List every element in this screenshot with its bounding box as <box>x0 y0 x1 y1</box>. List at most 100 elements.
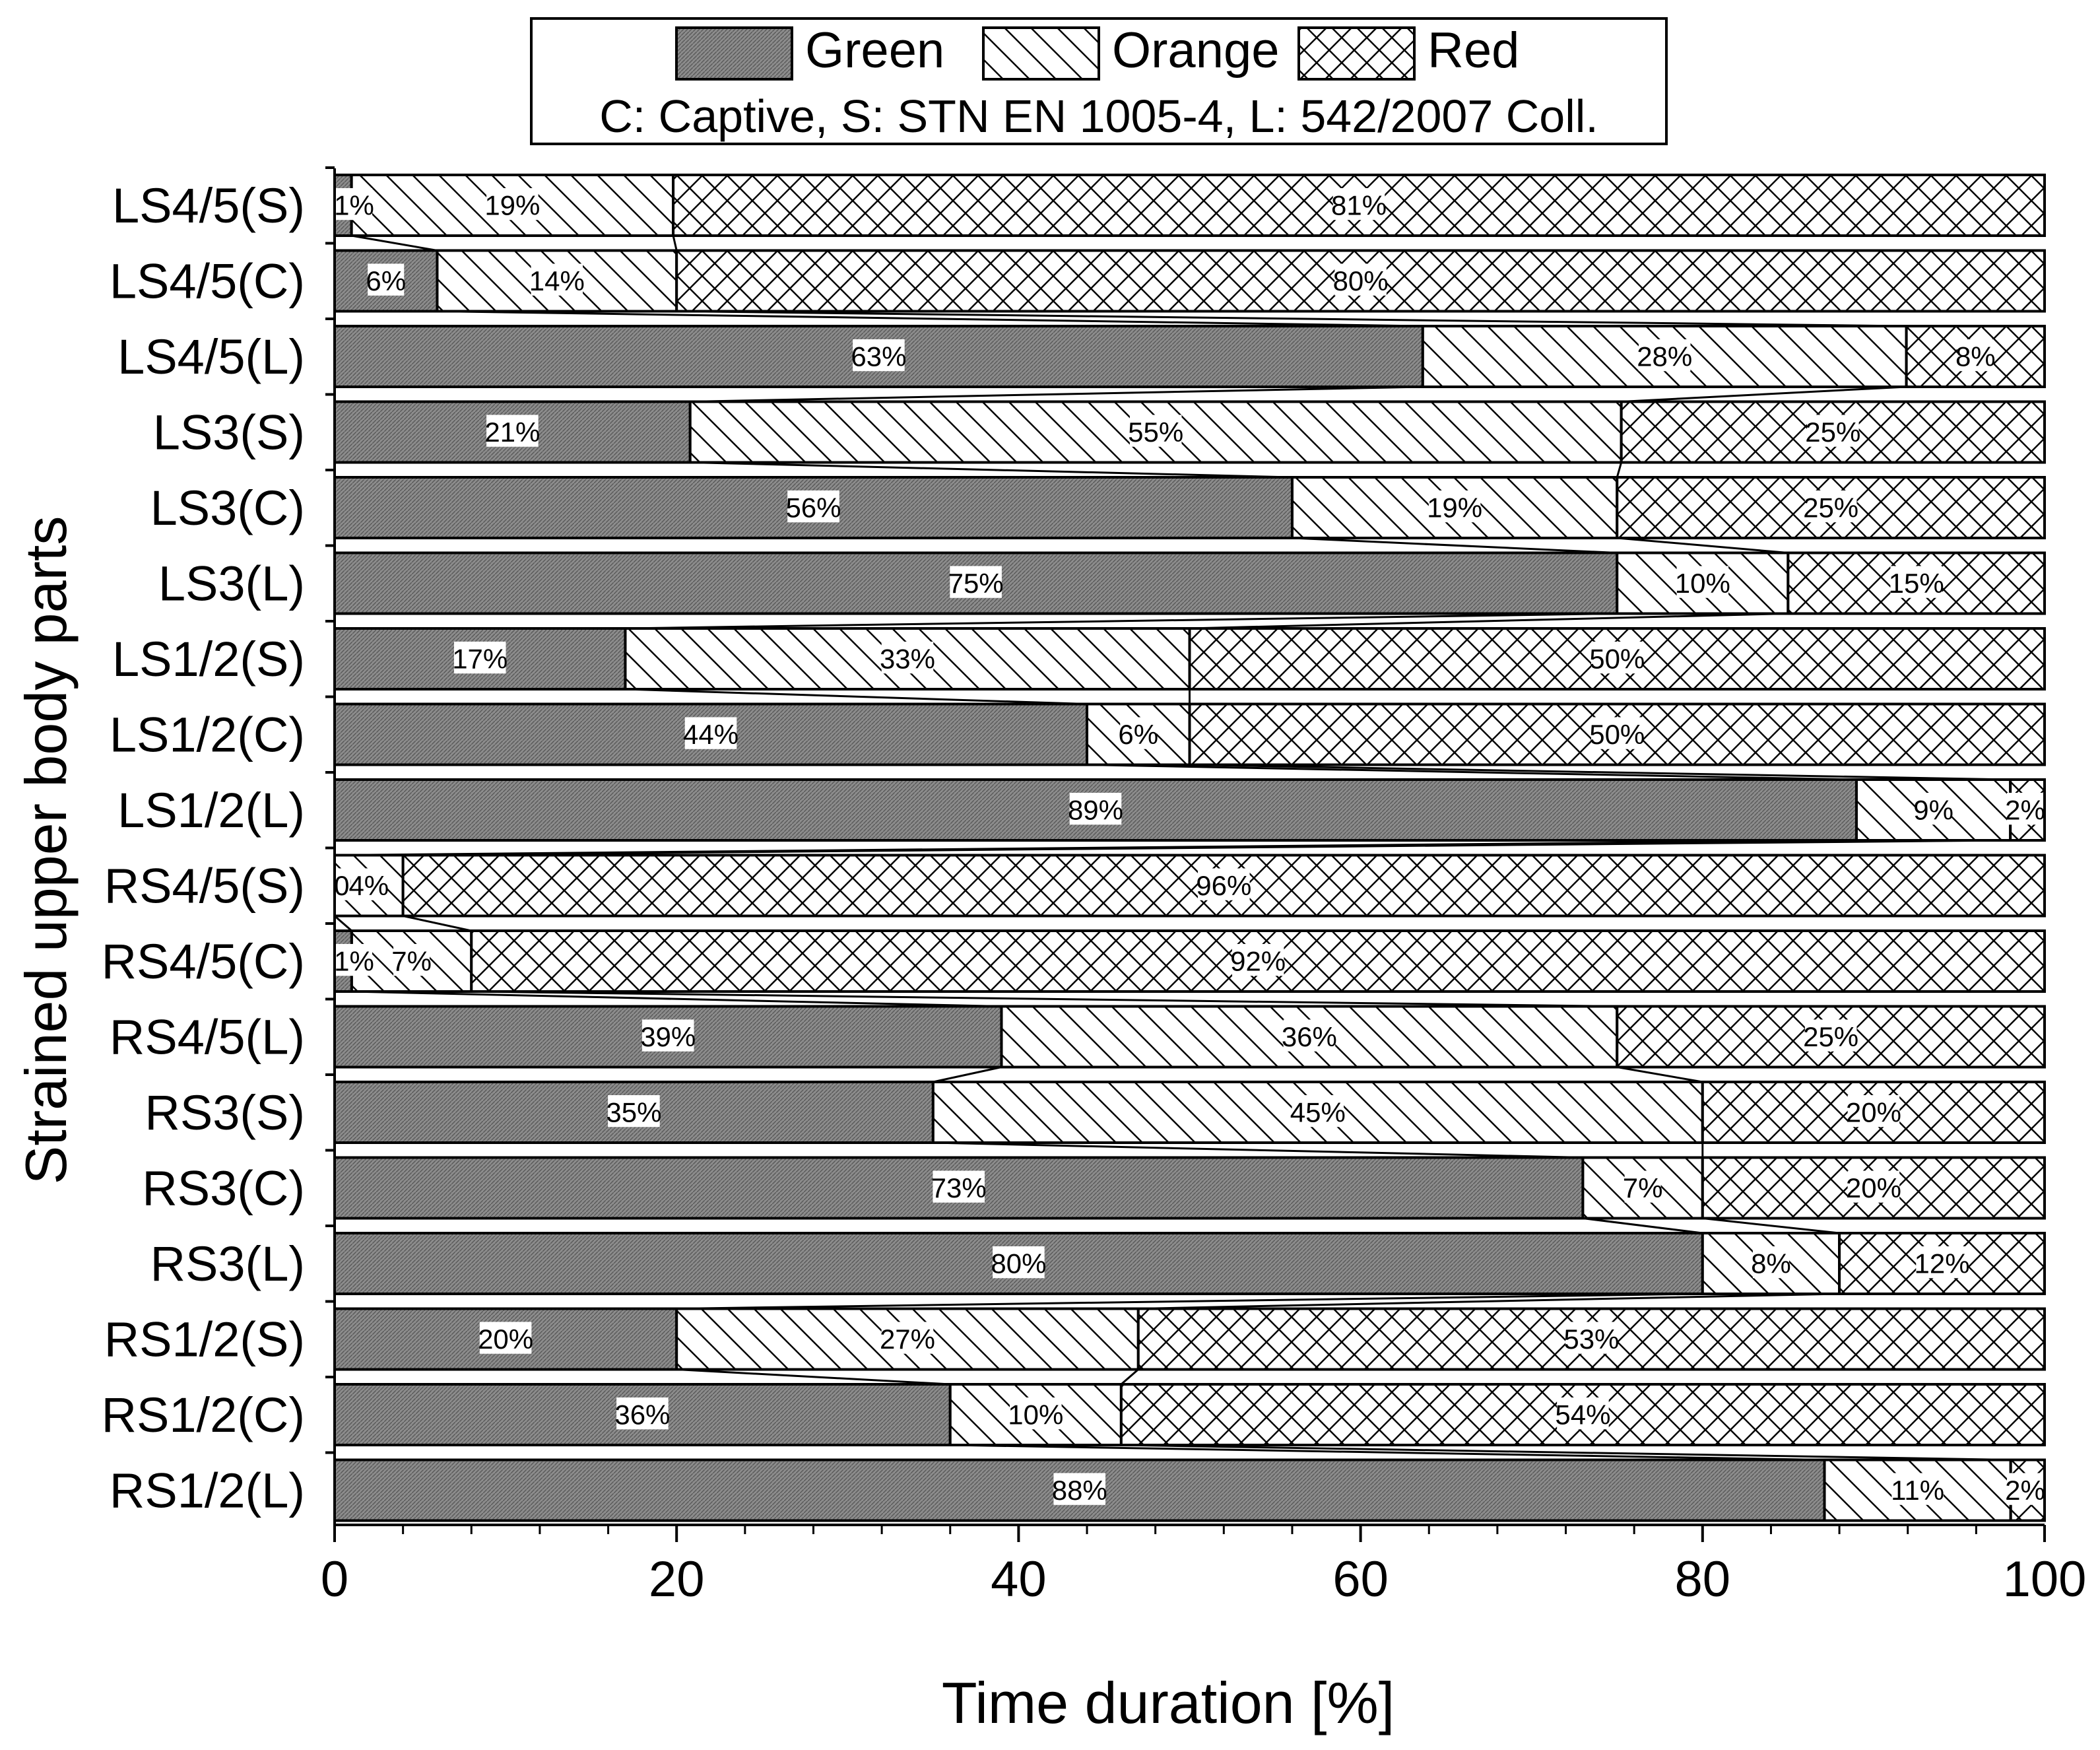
data-label-red-RS3(L): 12% <box>1915 1248 1970 1279</box>
connector-line-3-1 <box>690 461 1292 479</box>
data-label-bg-orange-RS3(L) <box>1752 1246 1789 1279</box>
data-label-bg-orange-RS3(S) <box>1292 1094 1344 1127</box>
data-label-red-LS1/2(C): 50% <box>1589 719 1645 750</box>
data-label-bg-red-RS3(C) <box>1847 1170 1900 1203</box>
connector-line-7-2 <box>1189 764 2011 781</box>
legend-label-red: Red <box>1427 22 1519 79</box>
data-label-bg-green-LS3(S) <box>486 415 539 447</box>
x-tick-label-60: 60 <box>1332 1551 1389 1607</box>
y-tick-label-LS4/5(S): LS4/5(S) <box>112 178 305 233</box>
connector-line-4-2 <box>1617 537 1788 554</box>
data-label-red-RS4/5(C): 92% <box>1230 946 1286 977</box>
data-label-green-LS4/5(S): 1% <box>334 190 374 221</box>
connector-line-6-1 <box>625 688 1088 705</box>
data-label-red-RS4/5(S): 96% <box>1196 870 1251 901</box>
data-label-red-LS1/2(L): 2% <box>2005 795 2045 826</box>
legend-note: C: Captive, S: STN EN 1005-4, L: 542/200… <box>599 90 1598 142</box>
legend-swatch-orange <box>982 26 1100 81</box>
connector-line-15-2 <box>1120 1368 1139 1386</box>
data-label-bg-orange-RS1/2(S) <box>881 1322 934 1354</box>
data-label-bg-orange-LS4/5(S) <box>486 187 539 220</box>
data-label-green-RS3(S): 35% <box>606 1097 661 1128</box>
data-label-orange-RS3(C): 7% <box>1623 1172 1663 1203</box>
y-axis-title: Strained upper body parts <box>13 516 79 1185</box>
x-tick-label-40: 40 <box>991 1551 1047 1607</box>
data-label-bg-red-LS4/5(C) <box>1334 263 1387 296</box>
data-label-green-LS4/5(L): 63% <box>851 341 906 372</box>
data-label-bg-red-LS1/2(S) <box>1591 641 1643 674</box>
data-label-bg-red-LS4/5(L) <box>1957 339 1994 372</box>
connector-line-16-1 <box>950 1444 1825 1461</box>
y-tick-label-LS1/2(L): LS1/2(L) <box>117 783 305 838</box>
bar-red-LS1/2(C) <box>1188 702 2046 766</box>
x-axis-title: Time duration [%] <box>942 1670 1395 1735</box>
connector-line-11-1 <box>933 1066 1002 1083</box>
y-tick-label-LS4/5(C): LS4/5(C) <box>110 254 305 309</box>
y-tick-label-RS1/2(C): RS1/2(C) <box>102 1388 305 1442</box>
connector-line-9-1 <box>334 915 352 932</box>
y-tick-label-RS3(C): RS3(C) <box>142 1161 305 1216</box>
data-label-bg-green-LS3(L) <box>950 566 1002 598</box>
data-label-red-LS3(C): 25% <box>1803 492 1858 523</box>
x-tick-label-80: 80 <box>1675 1551 1731 1607</box>
x-tick-label-20: 20 <box>649 1551 705 1607</box>
data-label-red-RS1/2(S): 53% <box>1563 1324 1619 1355</box>
data-label-bg-orange-LS4/5(C) <box>531 263 583 296</box>
data-label-bg-red-RS4/5(C) <box>1231 943 1284 976</box>
data-label-bg-green-RS4/5(L) <box>641 1019 694 1052</box>
connector-line-15-1 <box>676 1368 950 1386</box>
data-label-bg-orange-LS1/2(L) <box>1915 792 1952 825</box>
data-label-bg-orange-RS4/5(C) <box>393 943 430 976</box>
legend: Green Orange Red C: Captive, S: STN EN 1… <box>530 17 1668 145</box>
bar-orange-RS3(C) <box>1581 1156 1704 1220</box>
data-label-orange-RS3(S): 45% <box>1290 1097 1346 1128</box>
connector-line-1-1 <box>437 310 1423 327</box>
data-label-green-LS3(L): 75% <box>948 568 1004 599</box>
data-label-bg-orange-RS4/5(L) <box>1283 1019 1336 1052</box>
data-label-bg-green-LS4/5(S) <box>336 187 373 220</box>
y-tick-label-LS3(C): LS3(C) <box>150 481 305 535</box>
legend-label-orange: Orange <box>1112 22 1280 79</box>
data-label-green-RS1/2(C): 36% <box>614 1399 670 1430</box>
data-label-bg-orange-RS1/2(C) <box>1010 1397 1062 1430</box>
data-label-orange-RS4/5(L): 36% <box>1282 1021 1337 1052</box>
data-label-bg-green-LS1/2(S) <box>453 641 506 674</box>
data-label-bg-green-RS4/5(C) <box>336 943 373 976</box>
data-label-bg-green-LS1/2(L) <box>1069 792 1122 825</box>
data-label-green-LS1/2(C): 44% <box>683 719 738 750</box>
data-label-green-LS1/2(L): 89% <box>1068 795 1123 826</box>
connector-line-0-2 <box>672 235 678 251</box>
data-label-bg-green-RS3(C) <box>933 1170 985 1203</box>
plot-area: 1% 19% 81% 6% 14% 80% 63% 28% 8% 21% 55% 25% 56% 19% 2… <box>102 166 2086 1607</box>
data-label-bg-orange-LS3(L) <box>1676 566 1729 598</box>
data-label-bg-green-LS3(C) <box>787 490 839 523</box>
bar-green-LS3(C) <box>333 476 1294 539</box>
data-label-orange-RS4/5(C): 7% <box>391 946 432 977</box>
y-tick-label-LS1/2(C): LS1/2(C) <box>110 708 305 762</box>
data-label-bg-red-RS1/2(C) <box>1557 1397 1609 1430</box>
data-label-bg-red-LS1/2(L) <box>2006 792 2043 825</box>
y-tick-label-RS4/5(S): RS4/5(S) <box>104 859 305 914</box>
data-label-bg-red-RS1/2(L) <box>2006 1473 2043 1505</box>
connector-line-7-1 <box>1087 764 1857 781</box>
y-tick-label-LS3(S): LS3(S) <box>153 405 305 460</box>
data-label-green-RS3(C): 73% <box>931 1172 987 1203</box>
data-label-bg-red-LS3(S) <box>1807 415 1859 447</box>
data-label-green-RS4/5(C): 1% <box>334 946 374 977</box>
data-label-bg-green-RS1/2(C) <box>616 1397 669 1430</box>
connector-line-0-1 <box>351 234 438 252</box>
data-label-red-LS1/2(S): 50% <box>1589 644 1645 675</box>
data-label-bg-orange-RS1/2(L) <box>1891 1473 1944 1505</box>
connector-line-3-2 <box>1616 462 1623 478</box>
data-label-green-RS4/5(L): 39% <box>640 1021 696 1052</box>
data-label-bg-orange-LS4/5(L) <box>1638 339 1691 372</box>
data-label-bg-green-RS1/2(S) <box>479 1322 532 1354</box>
data-label-bg-red-LS1/2(C) <box>1591 717 1643 749</box>
data-label-bg-red-RS1/2(S) <box>1565 1322 1618 1354</box>
connector-line-5-2 <box>1189 613 1788 630</box>
data-label-orange-LS1/2(C): 6% <box>1118 719 1158 750</box>
data-label-bg-red-RS3(S) <box>1847 1094 1900 1127</box>
connector-line-13-1 <box>1583 1217 1703 1234</box>
bar-red-LS1/2(S) <box>1188 627 2046 690</box>
